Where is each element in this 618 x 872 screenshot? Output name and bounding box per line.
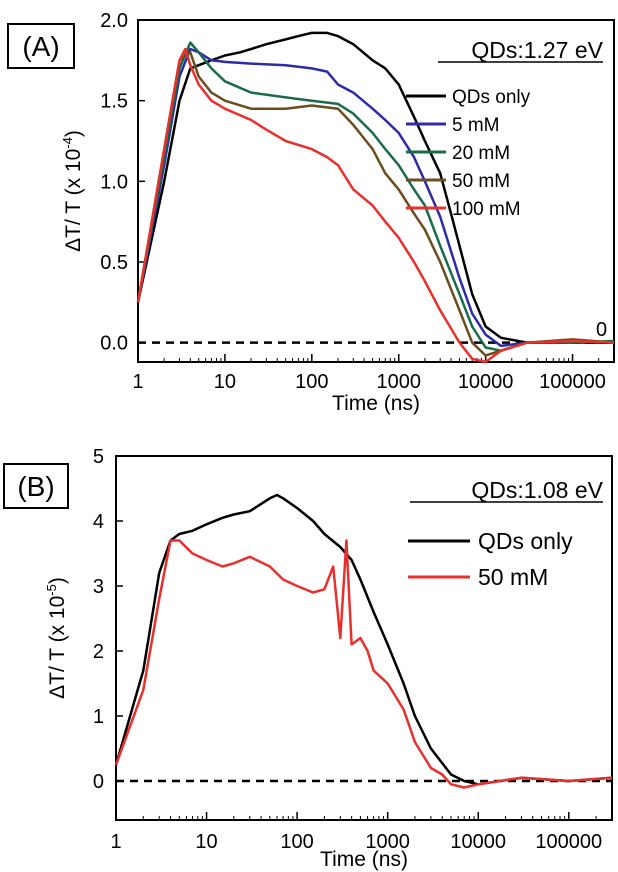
y-tick-label: 5 bbox=[93, 446, 104, 468]
series-line-50mm bbox=[114, 539, 613, 789]
series-line-100mm bbox=[136, 47, 615, 364]
series-line-5mm bbox=[136, 47, 615, 348]
x-tick-label: 10000 bbox=[450, 831, 506, 853]
panel-b-series bbox=[114, 493, 613, 789]
y-tick-label: 0.0 bbox=[100, 333, 128, 355]
y-tick-label: 0 bbox=[93, 771, 104, 793]
legend-a-label-50mm: 50 mM bbox=[452, 171, 510, 192]
panel-b-x-axis-title: Time (ns) bbox=[320, 848, 408, 871]
legend-a-label-5mm: 5 mM bbox=[452, 115, 500, 136]
panel-b-y-title-close: ) bbox=[46, 577, 69, 584]
panel-b-label: (B) bbox=[17, 471, 54, 502]
panel-a-x-axis-title: Time (ns) bbox=[332, 392, 420, 415]
x-tick-label: 100000 bbox=[539, 371, 606, 393]
legend-b-label-50mm: 50 mM bbox=[478, 564, 548, 590]
panel-b-plot-frame bbox=[115, 455, 613, 821]
panel-a-series bbox=[136, 31, 615, 364]
x-tick-label: 1000 bbox=[365, 831, 410, 853]
panel-a-annotation: QDs:1.27 eV bbox=[471, 37, 603, 63]
panel-a: (A) QDs:1.27 eV 0.0 0.5 1.0 1.5 2.0 1 10 100 10… bbox=[7, 10, 615, 415]
y-tick-label: 1.0 bbox=[100, 171, 128, 193]
panel-a-y-title-main: ΔT/ T (x 10 bbox=[62, 149, 85, 252]
panel-a-y-axis: 0.0 0.5 1.0 1.5 2.0 bbox=[100, 10, 145, 355]
panel-b-y-axis-title: ΔT/ T (x 10-5) bbox=[44, 577, 69, 699]
panel-b-legend: QDs only 50 mM bbox=[408, 528, 573, 590]
panel-b-y-title-main: ΔT/ T (x 10 bbox=[46, 596, 69, 699]
panel-b-x-axis: 1 10 100 1000 10000 100000 bbox=[110, 812, 613, 853]
x-tick-label: 1 bbox=[110, 831, 121, 853]
panel-b-y-title-exponent: -5 bbox=[44, 584, 59, 596]
x-tick-label: 100000 bbox=[535, 831, 602, 853]
y-tick-label: 0.5 bbox=[100, 252, 128, 274]
y-tick-label: 1 bbox=[93, 706, 104, 728]
panel-b-label-box bbox=[3, 463, 69, 509]
x-tick-label: 1 bbox=[132, 371, 143, 393]
panel-a-y-axis-title: ΔT/ T (x 10-4) bbox=[60, 130, 85, 252]
panel-b: (B) QDs:1.08 eV 0 1 2 3 4 5 1 10 100 1000 10000 10… bbox=[3, 446, 613, 871]
x-tick-label: 100 bbox=[280, 831, 313, 853]
panel-b-y-axis: 0 1 2 3 4 5 bbox=[93, 446, 123, 793]
panel-a-x-axis: 1 10 100 1000 10000 100000 bbox=[132, 354, 615, 393]
legend-a-label-100mm: 100 mM bbox=[452, 199, 521, 220]
series-line-20mm bbox=[136, 41, 615, 352]
panel-a-y-title-exponent: -4 bbox=[60, 137, 75, 149]
legend-a-label-qds-only: QDs only bbox=[452, 87, 531, 108]
series-line-qds-only bbox=[136, 31, 614, 344]
x-tick-label: 10 bbox=[214, 371, 236, 393]
x-tick-label: 100 bbox=[295, 371, 328, 393]
panel-a-label: (A) bbox=[22, 31, 59, 62]
y-tick-label: 2 bbox=[93, 641, 104, 663]
y-tick-label: 3 bbox=[93, 576, 104, 598]
panel-a-plot-frame bbox=[137, 19, 615, 363]
y-tick-label: 2.0 bbox=[100, 10, 128, 32]
legend-b-label-qds-only: QDs only bbox=[478, 528, 573, 554]
panel-a-y-title-close: ) bbox=[62, 130, 85, 137]
y-tick-label: 4 bbox=[93, 511, 104, 533]
panel-a-corner-label: 0 bbox=[596, 319, 607, 341]
y-tick-label: 1.5 bbox=[100, 91, 128, 113]
panel-a-legend: QDs only 5 mM 20 mM 50 mM 100 mM bbox=[406, 87, 531, 220]
legend-a-label-20mm: 20 mM bbox=[452, 143, 510, 164]
x-tick-label: 10000 bbox=[458, 371, 514, 393]
series-line-qds-only bbox=[114, 493, 613, 786]
x-tick-label: 1000 bbox=[376, 371, 421, 393]
panel-a-label-box bbox=[7, 23, 75, 69]
panel-b-annotation: QDs:1.08 eV bbox=[471, 477, 603, 503]
x-tick-label: 10 bbox=[195, 831, 217, 853]
series-line-50mm bbox=[136, 51, 615, 357]
